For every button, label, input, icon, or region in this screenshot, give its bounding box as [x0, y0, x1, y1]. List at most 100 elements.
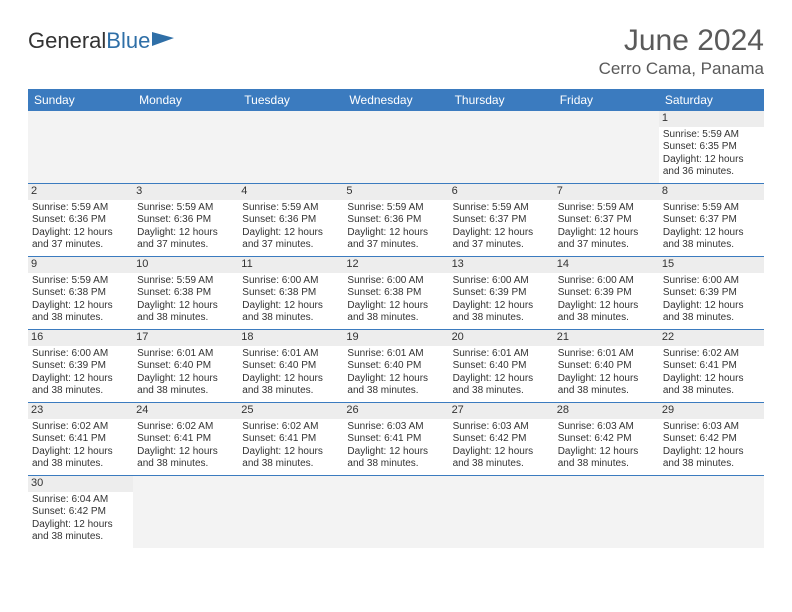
daylight-text-2: and 37 minutes.	[347, 239, 444, 252]
sunset-text: Sunset: 6:40 PM	[242, 360, 339, 373]
sunset-text: Sunset: 6:38 PM	[347, 287, 444, 300]
header: GeneralBlue June 2024 Cerro Cama, Panama	[28, 24, 764, 85]
sunrise-text: Sunrise: 6:00 AM	[242, 275, 339, 288]
day-number: 26	[343, 403, 448, 419]
empty-cell	[28, 111, 133, 184]
daylight-text-2: and 38 minutes.	[663, 239, 760, 252]
sunset-text: Sunset: 6:40 PM	[137, 360, 234, 373]
day-number: 16	[28, 330, 133, 346]
daylight-text: Daylight: 12 hours	[32, 373, 129, 386]
daylight-text: Daylight: 12 hours	[558, 227, 655, 240]
sunset-text: Sunset: 6:40 PM	[347, 360, 444, 373]
sunset-text: Sunset: 6:40 PM	[558, 360, 655, 373]
sunrise-text: Sunrise: 5:59 AM	[453, 202, 550, 215]
daylight-text-2: and 38 minutes.	[558, 312, 655, 325]
sunset-text: Sunset: 6:42 PM	[663, 433, 760, 446]
sunrise-text: Sunrise: 6:01 AM	[558, 348, 655, 361]
day-number: 9	[28, 257, 133, 273]
sunset-text: Sunset: 6:37 PM	[453, 214, 550, 227]
sunset-text: Sunset: 6:35 PM	[663, 141, 760, 154]
day-cell: 8Sunrise: 5:59 AMSunset: 6:37 PMDaylight…	[659, 184, 764, 257]
logo: GeneralBlue	[28, 24, 178, 54]
sunrise-text: Sunrise: 6:02 AM	[137, 421, 234, 434]
daylight-text-2: and 38 minutes.	[558, 385, 655, 398]
day-number: 5	[343, 184, 448, 200]
day-cell: 28Sunrise: 6:03 AMSunset: 6:42 PMDayligh…	[554, 403, 659, 476]
sunrise-text: Sunrise: 6:01 AM	[137, 348, 234, 361]
day-cell: 20Sunrise: 6:01 AMSunset: 6:40 PMDayligh…	[449, 330, 554, 403]
weekday-header: Monday	[133, 89, 238, 111]
daylight-text-2: and 38 minutes.	[347, 312, 444, 325]
logo-text-2: Blue	[106, 28, 150, 54]
weekday-header: Thursday	[449, 89, 554, 111]
daylight-text: Daylight: 12 hours	[663, 300, 760, 313]
sunset-text: Sunset: 6:37 PM	[558, 214, 655, 227]
day-cell: 10Sunrise: 5:59 AMSunset: 6:38 PMDayligh…	[133, 257, 238, 330]
daylight-text: Daylight: 12 hours	[32, 300, 129, 313]
sunrise-text: Sunrise: 5:59 AM	[242, 202, 339, 215]
day-cell: 23Sunrise: 6:02 AMSunset: 6:41 PMDayligh…	[28, 403, 133, 476]
day-number: 6	[449, 184, 554, 200]
sunset-text: Sunset: 6:39 PM	[663, 287, 760, 300]
daylight-text: Daylight: 12 hours	[137, 300, 234, 313]
empty-cell	[449, 476, 554, 549]
empty-cell	[238, 476, 343, 549]
daylight-text: Daylight: 12 hours	[453, 300, 550, 313]
daylight-text: Daylight: 12 hours	[453, 446, 550, 459]
day-cell: 5Sunrise: 5:59 AMSunset: 6:36 PMDaylight…	[343, 184, 448, 257]
day-number: 23	[28, 403, 133, 419]
day-number: 13	[449, 257, 554, 273]
daylight-text: Daylight: 12 hours	[663, 446, 760, 459]
day-number: 3	[133, 184, 238, 200]
daylight-text: Daylight: 12 hours	[347, 300, 444, 313]
day-cell: 16Sunrise: 6:00 AMSunset: 6:39 PMDayligh…	[28, 330, 133, 403]
empty-cell	[343, 111, 448, 184]
daylight-text: Daylight: 12 hours	[663, 373, 760, 386]
daylight-text-2: and 38 minutes.	[453, 312, 550, 325]
day-cell: 11Sunrise: 6:00 AMSunset: 6:38 PMDayligh…	[238, 257, 343, 330]
daylight-text-2: and 38 minutes.	[453, 458, 550, 471]
day-number: 10	[133, 257, 238, 273]
sunrise-text: Sunrise: 5:59 AM	[32, 275, 129, 288]
sunrise-text: Sunrise: 5:59 AM	[663, 202, 760, 215]
day-number: 4	[238, 184, 343, 200]
sunrise-text: Sunrise: 5:59 AM	[558, 202, 655, 215]
day-cell: 15Sunrise: 6:00 AMSunset: 6:39 PMDayligh…	[659, 257, 764, 330]
day-cell: 14Sunrise: 6:00 AMSunset: 6:39 PMDayligh…	[554, 257, 659, 330]
daylight-text: Daylight: 12 hours	[663, 154, 760, 167]
day-cell: 3Sunrise: 5:59 AMSunset: 6:36 PMDaylight…	[133, 184, 238, 257]
sunrise-text: Sunrise: 6:01 AM	[453, 348, 550, 361]
empty-cell	[133, 476, 238, 549]
daylight-text-2: and 38 minutes.	[32, 531, 129, 544]
daylight-text-2: and 37 minutes.	[32, 239, 129, 252]
daylight-text: Daylight: 12 hours	[32, 227, 129, 240]
sunset-text: Sunset: 6:38 PM	[137, 287, 234, 300]
sunrise-text: Sunrise: 6:00 AM	[663, 275, 760, 288]
day-number: 28	[554, 403, 659, 419]
sunset-text: Sunset: 6:39 PM	[453, 287, 550, 300]
day-cell: 7Sunrise: 5:59 AMSunset: 6:37 PMDaylight…	[554, 184, 659, 257]
daylight-text-2: and 38 minutes.	[137, 312, 234, 325]
day-number: 17	[133, 330, 238, 346]
sunset-text: Sunset: 6:39 PM	[558, 287, 655, 300]
daylight-text-2: and 38 minutes.	[32, 385, 129, 398]
location: Cerro Cama, Panama	[599, 59, 764, 79]
day-number: 27	[449, 403, 554, 419]
sunrise-text: Sunrise: 6:00 AM	[558, 275, 655, 288]
day-number: 24	[133, 403, 238, 419]
sunset-text: Sunset: 6:41 PM	[663, 360, 760, 373]
day-number: 18	[238, 330, 343, 346]
day-cell: 2Sunrise: 5:59 AMSunset: 6:36 PMDaylight…	[28, 184, 133, 257]
empty-cell	[133, 111, 238, 184]
day-number: 22	[659, 330, 764, 346]
sunset-text: Sunset: 6:36 PM	[242, 214, 339, 227]
daylight-text: Daylight: 12 hours	[347, 446, 444, 459]
daylight-text: Daylight: 12 hours	[663, 227, 760, 240]
daylight-text-2: and 38 minutes.	[663, 312, 760, 325]
daylight-text: Daylight: 12 hours	[558, 300, 655, 313]
daylight-text-2: and 38 minutes.	[663, 385, 760, 398]
sunset-text: Sunset: 6:40 PM	[453, 360, 550, 373]
weekday-header: Friday	[554, 89, 659, 111]
sunset-text: Sunset: 6:36 PM	[347, 214, 444, 227]
daylight-text: Daylight: 12 hours	[347, 227, 444, 240]
